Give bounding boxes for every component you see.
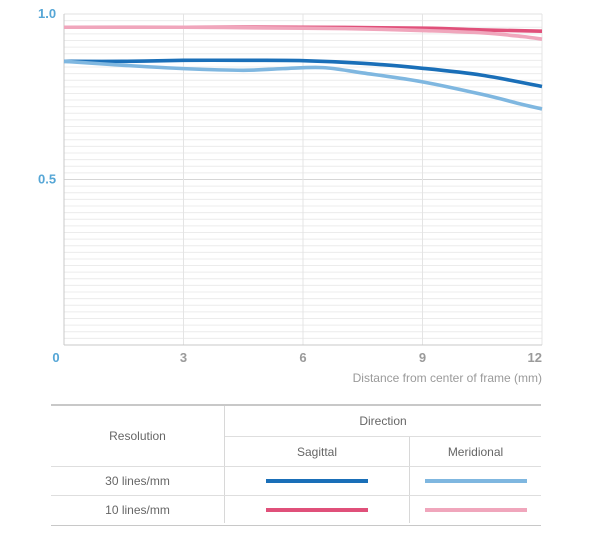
legend-divider bbox=[51, 495, 541, 496]
legend-swatch-10-sagittal bbox=[266, 508, 368, 512]
mtf-chart: 0.5 1.0 0 3 6 9 12 Distance from center of fr… bbox=[38, 6, 543, 385]
series-line-30-meridional bbox=[63, 59, 543, 111]
legend-row-label: 30 lines/mm bbox=[105, 474, 170, 488]
legend-divider bbox=[224, 406, 225, 523]
x-tick-labels: 0 3 6 9 12 bbox=[52, 350, 542, 365]
legend-row-label: 10 lines/mm bbox=[105, 503, 170, 517]
legend-swatch-cell bbox=[225, 496, 409, 524]
legend-table: Resolution Direction Sagittal Meridional… bbox=[51, 404, 541, 526]
series-line-30-sagittal bbox=[63, 58, 543, 89]
x-tick-label: 6 bbox=[299, 350, 306, 365]
y-tick-labels: 0.5 1.0 bbox=[38, 6, 56, 187]
legend-resolution-header: Resolution bbox=[109, 429, 166, 443]
legend-swatch-30-sagittal bbox=[266, 479, 368, 483]
legend-divider bbox=[51, 466, 541, 467]
x-tick-label: 0 bbox=[52, 350, 59, 365]
legend-swatch-30-meridional bbox=[424, 479, 527, 483]
series-line-10-meridional bbox=[63, 25, 543, 41]
x-axis-label: Distance from center of frame (mm) bbox=[353, 371, 542, 385]
legend-swatch-cell bbox=[410, 467, 541, 495]
legend-swatch-cell bbox=[225, 467, 409, 495]
legend-meridional-header: Meridional bbox=[447, 444, 504, 459]
x-tick-label: 3 bbox=[180, 350, 187, 365]
chart-grid bbox=[64, 13, 543, 345]
legend-sagittal-header: Sagittal bbox=[296, 444, 338, 459]
legend-divider bbox=[225, 436, 541, 437]
x-tick-label: 9 bbox=[419, 350, 426, 365]
y-tick-label: 0.5 bbox=[38, 172, 56, 187]
series-layer bbox=[63, 25, 543, 111]
legend-swatch-10-meridional bbox=[424, 508, 527, 512]
legend-divider bbox=[409, 437, 410, 523]
x-tick-label: 12 bbox=[528, 350, 542, 365]
legend-swatch-cell bbox=[410, 496, 541, 524]
y-tick-label: 1.0 bbox=[38, 6, 56, 21]
legend-direction-header: Direction bbox=[359, 414, 407, 428]
